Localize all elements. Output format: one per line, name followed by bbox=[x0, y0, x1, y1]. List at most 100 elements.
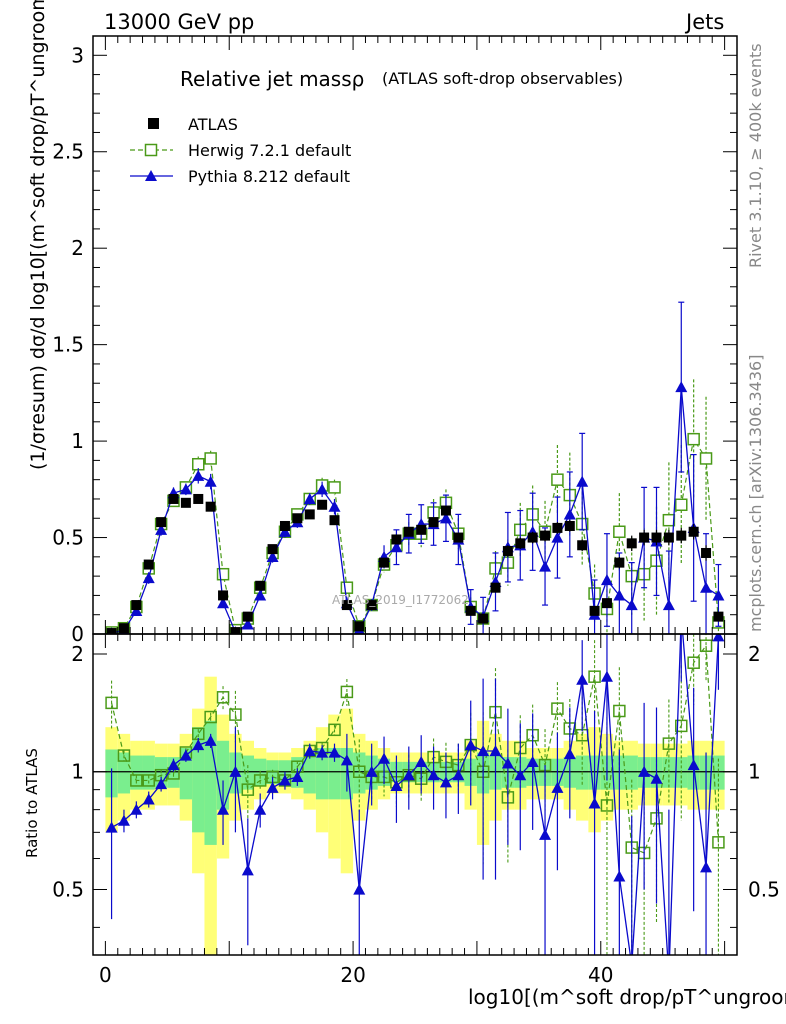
herwig-point bbox=[204, 452, 217, 465]
legend-pythia-label: Pythia 8.212 default bbox=[188, 167, 350, 186]
ratio-pythia-point bbox=[155, 778, 168, 790]
pythia-point bbox=[712, 589, 725, 601]
atlas-point bbox=[317, 499, 328, 510]
y-tick-label: 0.5 bbox=[52, 526, 84, 550]
band-inner bbox=[117, 752, 131, 794]
ratio-pythia-point bbox=[402, 769, 415, 781]
pythia-point bbox=[142, 572, 155, 584]
ratio-pythia-point bbox=[353, 883, 366, 895]
pythia-point bbox=[563, 508, 576, 520]
ratio-pythia-point bbox=[217, 803, 230, 815]
atlas-point bbox=[713, 611, 724, 622]
ratio-herwig-point bbox=[662, 737, 676, 750]
ratio-y-tick-label-right: 1 bbox=[748, 760, 761, 784]
ratio-herwig-point bbox=[551, 702, 564, 715]
x-tick-label: 20 bbox=[340, 963, 365, 987]
ratio-pythia-point bbox=[514, 769, 527, 781]
ratio-pythia-point bbox=[439, 776, 452, 788]
ratio-pythia-point bbox=[167, 759, 180, 771]
atlas-point bbox=[180, 497, 191, 508]
ratio-pythia-point bbox=[477, 744, 490, 757]
ratio-pythia-point bbox=[390, 779, 403, 792]
ratio-herwig-point bbox=[117, 749, 131, 762]
ratio-pythia-point bbox=[712, 634, 725, 642]
ratio-pythia-point bbox=[192, 739, 205, 751]
band-inner bbox=[353, 752, 366, 794]
pythia-point bbox=[675, 381, 688, 393]
atlas-point bbox=[440, 505, 451, 516]
ratio-pythia-point bbox=[117, 814, 130, 826]
pythia-point bbox=[278, 525, 291, 537]
ratio-pythia-point bbox=[489, 744, 502, 757]
ratio-pythia-point bbox=[266, 781, 279, 793]
ratio-y-tick-label-left: 0.5 bbox=[52, 877, 84, 901]
ratio-pythia-point bbox=[415, 755, 428, 767]
analysis-watermark: ATLAS_2019_I1772062 bbox=[332, 593, 469, 607]
atlas-point bbox=[601, 598, 612, 609]
ratio-pythia-point bbox=[563, 748, 576, 760]
band-inner bbox=[142, 755, 155, 790]
atlas-point bbox=[552, 522, 563, 533]
pythia-point bbox=[303, 492, 316, 505]
chart-title: Relative jet massρ bbox=[180, 67, 364, 91]
ratio-y-tick-label-right: 2 bbox=[748, 642, 761, 666]
band-inner bbox=[303, 752, 316, 794]
ratio-pythia-point bbox=[551, 781, 564, 793]
band-inner bbox=[130, 755, 143, 790]
y-axis-label-ratio: Ratio to ATLAS bbox=[23, 748, 41, 858]
ratio-herwig-point bbox=[353, 765, 366, 778]
ratio-pythia-point bbox=[687, 759, 700, 771]
ratio-herwig-point bbox=[699, 639, 713, 652]
atlas-point bbox=[354, 621, 365, 632]
herwig-point bbox=[216, 567, 230, 581]
ratio-pythia-point bbox=[663, 970, 675, 981]
atlas-point bbox=[478, 613, 489, 624]
pythia-point bbox=[439, 512, 452, 524]
chart-subtitle: (ATLAS soft-drop observables) bbox=[382, 69, 623, 88]
atlas-point bbox=[416, 524, 427, 535]
atlas-point bbox=[156, 517, 167, 528]
band-inner bbox=[204, 720, 217, 845]
atlas-point bbox=[577, 540, 588, 551]
herwig-point bbox=[675, 498, 688, 512]
band-inner bbox=[315, 748, 329, 800]
pythia-point bbox=[316, 483, 329, 495]
atlas-point bbox=[218, 590, 229, 601]
ratio-y-tick-label-left: 1 bbox=[71, 760, 84, 784]
herwig-point bbox=[687, 432, 700, 446]
pythia-point bbox=[241, 618, 254, 630]
atlas-point bbox=[143, 559, 154, 570]
ratio-pythia-point bbox=[204, 734, 217, 746]
atlas-point bbox=[366, 600, 377, 611]
pythia-point bbox=[328, 500, 341, 512]
pythia-point bbox=[539, 560, 552, 572]
atlas-point bbox=[540, 530, 551, 541]
ratio-pythia-point bbox=[700, 861, 713, 873]
axes: 0 20 40 0 0.5 1 1.5 2 2.5 3 0.5 0.5 1 1 2 2 bbox=[52, 35, 780, 987]
atlas-point bbox=[267, 544, 278, 555]
ratio-herwig-point bbox=[216, 691, 230, 704]
legend: ATLAS Herwig 7.2.1 default Pythia 8.212 … bbox=[130, 115, 351, 186]
y-tick-label: 3 bbox=[71, 43, 84, 67]
ratio-herwig-point bbox=[241, 783, 255, 796]
ratio-herwig-point bbox=[712, 836, 725, 849]
x-tick-label: 0 bbox=[99, 963, 112, 987]
atlas-point bbox=[341, 600, 352, 611]
pythia-point bbox=[192, 469, 205, 481]
ratio-y-tick-label-left: 2 bbox=[71, 642, 84, 666]
atlas-point bbox=[515, 538, 526, 549]
atlas-point bbox=[688, 526, 699, 537]
ratio-herwig-point bbox=[340, 685, 354, 699]
ratio-herwig-point bbox=[253, 774, 267, 787]
ratio-pythia-point bbox=[340, 754, 353, 766]
atlas-point bbox=[676, 530, 687, 541]
atlas-point bbox=[626, 538, 637, 549]
ratio-herwig-point bbox=[229, 708, 242, 721]
atlas-point bbox=[589, 605, 600, 616]
atlas-point bbox=[255, 580, 266, 591]
ratio-herwig-point bbox=[328, 723, 341, 737]
ratio-pythia-point bbox=[142, 793, 155, 805]
ratio-pythia-point bbox=[626, 959, 638, 970]
ratio-herwig-point bbox=[687, 656, 700, 669]
